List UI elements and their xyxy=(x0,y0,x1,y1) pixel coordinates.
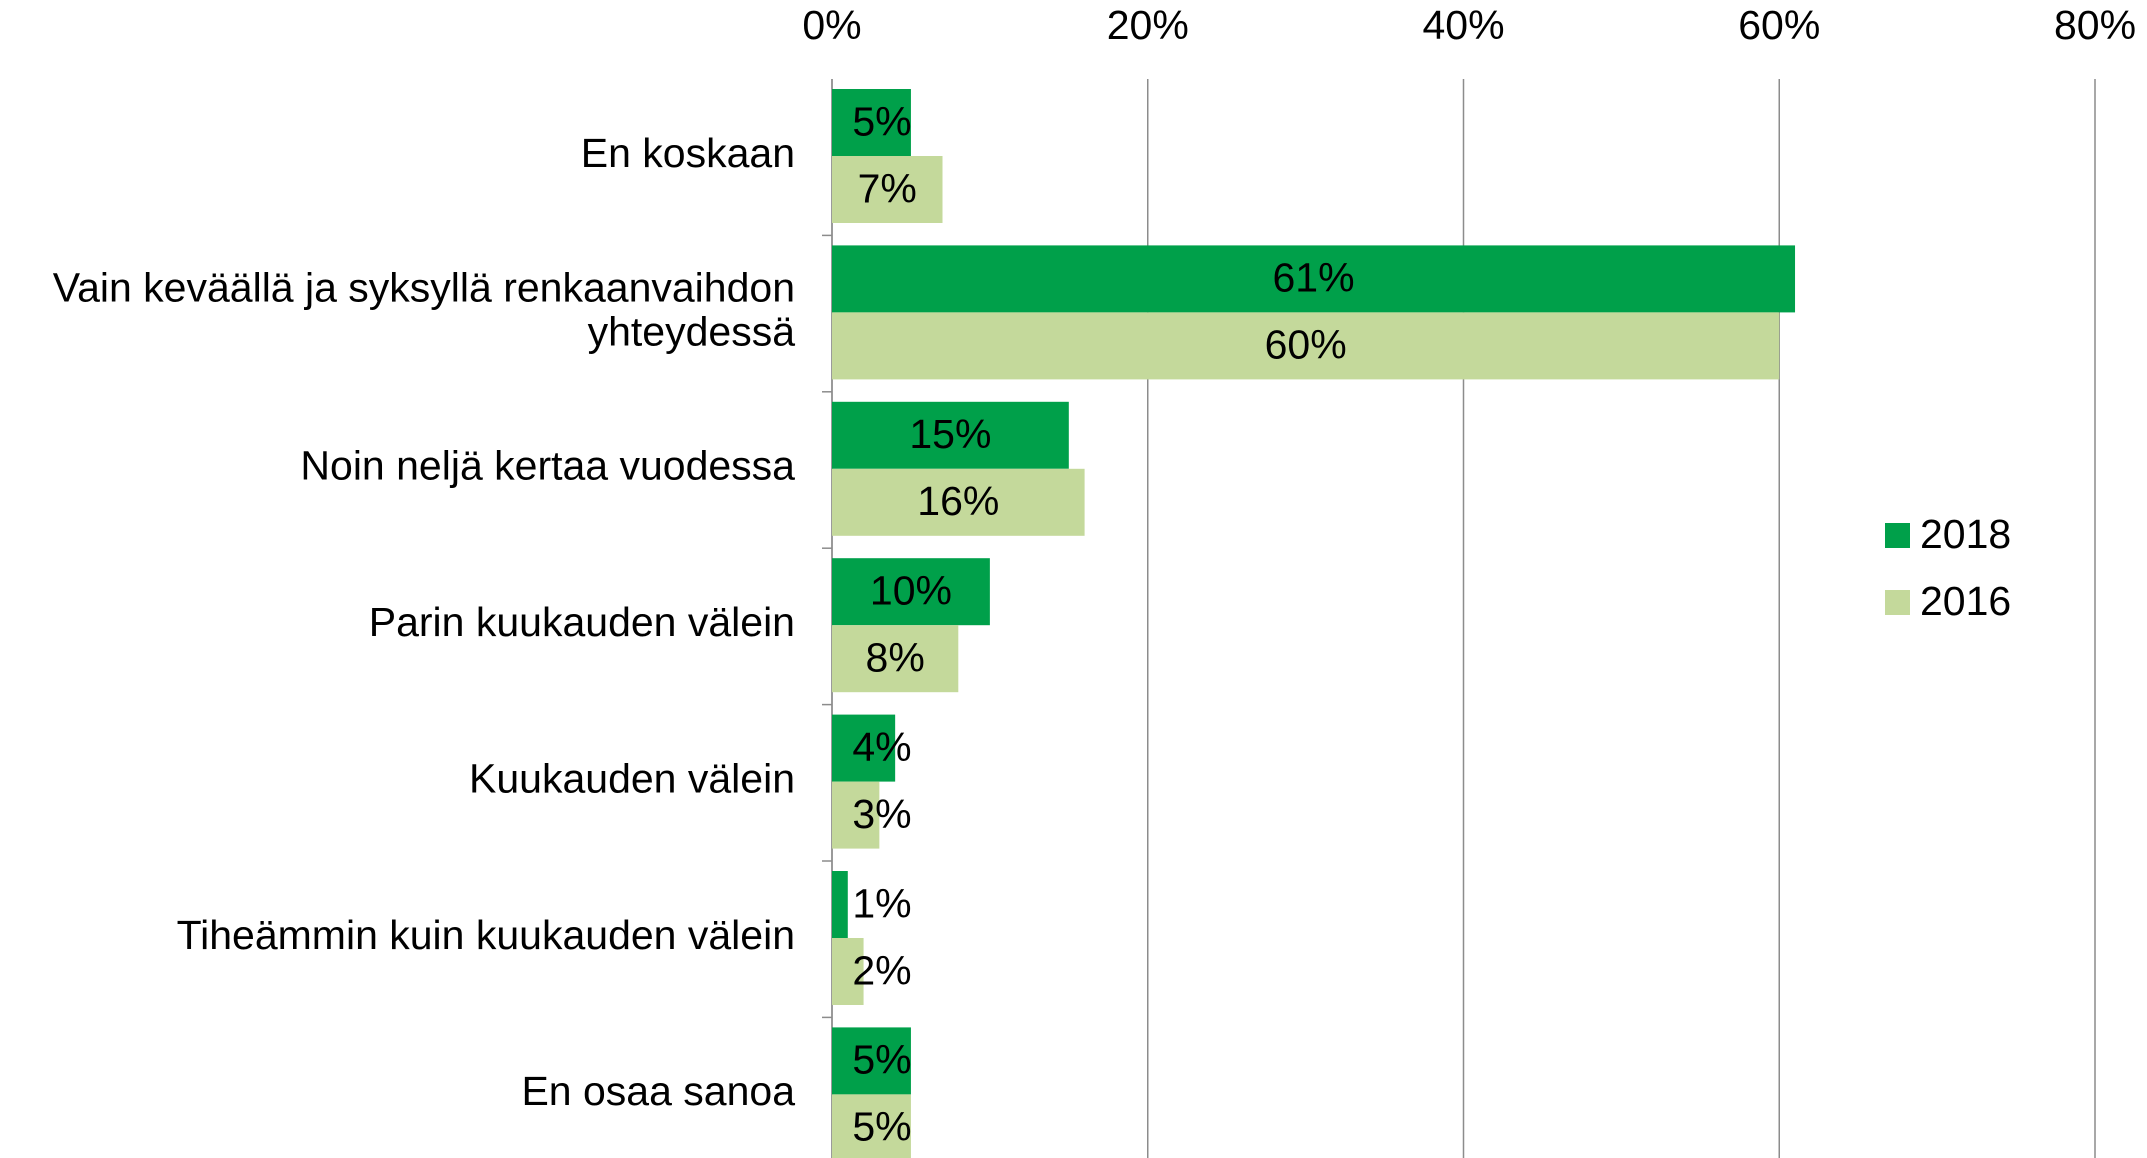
data-label: 4% xyxy=(852,724,911,770)
bar xyxy=(832,781,880,849)
data-label: 2% xyxy=(852,947,911,993)
y-tick-label: Kuukauden välein xyxy=(469,755,795,801)
data-label: 15% xyxy=(909,411,991,457)
y-tick-label: En koskaan xyxy=(581,130,795,176)
bar xyxy=(832,401,1069,469)
bar xyxy=(832,714,896,782)
data-label: 61% xyxy=(1272,255,1354,301)
y-tick-label: Parin kuukauden välein xyxy=(369,599,795,645)
data-label: 5% xyxy=(852,1037,911,1083)
bar xyxy=(832,1027,911,1095)
x-tick-label: 80% xyxy=(2054,2,2136,48)
bar xyxy=(832,1094,911,1158)
y-tick-label: Vain keväällä ja syksyllä renkaanvaihdon… xyxy=(53,264,795,354)
legend-swatch xyxy=(1885,523,1910,548)
bar xyxy=(832,625,959,693)
data-label: 8% xyxy=(866,635,925,681)
x-tick-label: 60% xyxy=(1738,2,1820,48)
data-label: 5% xyxy=(852,1104,911,1150)
data-label: 3% xyxy=(852,791,911,837)
bar xyxy=(832,245,1796,313)
data-label: 1% xyxy=(852,880,911,926)
bar xyxy=(832,558,990,626)
y-tick-label: Noin neljä kertaa vuodessa xyxy=(300,443,795,489)
bar xyxy=(832,871,848,938)
x-tick-label: 40% xyxy=(1422,2,1504,48)
x-tick-label: 20% xyxy=(1107,2,1189,48)
data-label: 16% xyxy=(917,478,999,524)
bar xyxy=(832,468,1085,536)
bar xyxy=(832,156,943,223)
legend-label: 2016 xyxy=(1920,578,2011,624)
data-label: 5% xyxy=(852,98,911,144)
data-label: 10% xyxy=(870,568,952,614)
data-label: 60% xyxy=(1265,322,1347,368)
bar xyxy=(832,312,1780,380)
y-tick-label: En osaa sanoa xyxy=(521,1068,795,1114)
bar xyxy=(832,938,864,1005)
data-label: 7% xyxy=(858,165,917,211)
legend-label: 2018 xyxy=(1920,511,2011,557)
bar xyxy=(832,89,911,156)
y-tick-label: Tiheämmin kuin kuukauden välein xyxy=(177,912,795,958)
legend-swatch xyxy=(1885,590,1910,615)
x-tick-label: 0% xyxy=(802,2,861,48)
